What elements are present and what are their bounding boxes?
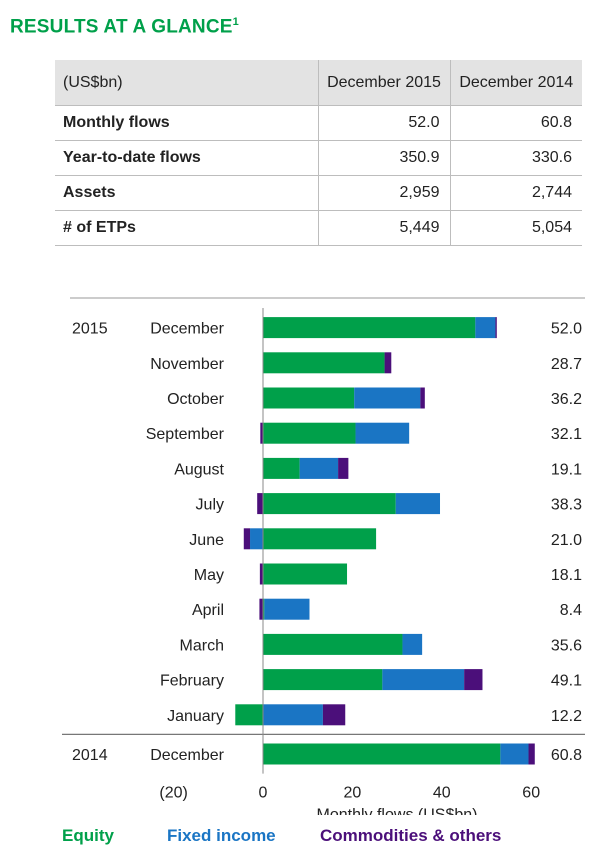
bar-segment-commodities bbox=[260, 422, 263, 444]
table-row: Assets 2,959 2,744 bbox=[55, 175, 582, 211]
x-tick-label: 20 bbox=[344, 785, 362, 802]
month-label: December bbox=[150, 321, 224, 338]
month-label: January bbox=[167, 708, 224, 725]
x-tick-label: 0 bbox=[259, 785, 268, 802]
bar-segment-equity bbox=[263, 669, 383, 691]
bar-segment-equity bbox=[263, 493, 396, 515]
bar-segment-commodities bbox=[495, 317, 497, 339]
bar-segment-equity bbox=[263, 563, 348, 585]
unit-header: (US$bn) bbox=[55, 60, 318, 106]
table-row: Monthly flows 52.0 60.8 bbox=[55, 105, 582, 141]
total-label: 18.1 bbox=[551, 567, 582, 584]
cell-2015: 2,959 bbox=[317, 175, 450, 211]
bar-segment-fixed-income bbox=[395, 493, 441, 515]
bar-segment-commodities bbox=[420, 387, 425, 409]
total-label: 52.0 bbox=[551, 321, 582, 338]
x-tick-label: 60 bbox=[522, 785, 540, 802]
row-label: # of ETPs bbox=[55, 210, 318, 246]
legend-equity: Equity bbox=[62, 826, 114, 845]
bar-segment-commodities bbox=[257, 493, 263, 515]
month-label: June bbox=[189, 532, 224, 549]
month-label: November bbox=[150, 356, 224, 373]
cell-2015: 5,449 bbox=[317, 210, 450, 246]
bar-segment-fixed-income bbox=[355, 422, 410, 444]
table-header-row: (US$bn) December 2015 December 2014 bbox=[55, 60, 582, 106]
col-header-2014: December 2014 bbox=[449, 60, 582, 106]
month-label: September bbox=[146, 426, 225, 443]
legend-commodities: Commodities & others bbox=[320, 826, 502, 845]
bar-segment-commodities bbox=[243, 528, 251, 550]
bar-segment-equity bbox=[263, 633, 403, 655]
year-label: 2015 bbox=[72, 321, 108, 338]
col-header-2015: December 2015 bbox=[317, 60, 450, 106]
legend-fixed-income: Fixed income bbox=[167, 826, 276, 845]
cell-2014: 2,744 bbox=[449, 175, 582, 211]
cell-2014: 60.8 bbox=[449, 105, 582, 141]
bar-segment-fixed-income bbox=[475, 317, 496, 339]
monthly-flows-chart: 2015 December 52.0 November 28.7 October 36.2 S… bbox=[62, 297, 585, 815]
cell-2015: 350.9 bbox=[317, 140, 450, 176]
bar-segment-equity bbox=[263, 528, 377, 550]
cell-2014: 330.6 bbox=[449, 140, 582, 176]
x-tick-label: (20) bbox=[159, 785, 187, 802]
page-title: RESULTS AT A GLANCE1 bbox=[10, 16, 239, 38]
bar-segment-equity bbox=[263, 598, 265, 620]
total-label: 19.1 bbox=[551, 461, 582, 478]
total-label: 21.0 bbox=[551, 532, 582, 549]
bar-segment-equity bbox=[263, 743, 501, 765]
title-footnote-marker: 1 bbox=[232, 16, 239, 28]
bar-segment-fixed-income bbox=[299, 457, 339, 479]
bar-segment-equity bbox=[263, 457, 300, 479]
month-label: April bbox=[192, 602, 224, 619]
total-label: 35.6 bbox=[551, 637, 582, 654]
title-text: RESULTS AT A GLANCE bbox=[10, 16, 233, 38]
bar-segment-equity bbox=[235, 704, 263, 726]
month-label: March bbox=[180, 637, 224, 654]
total-label: 60.8 bbox=[551, 747, 582, 764]
total-label: 12.2 bbox=[551, 708, 582, 725]
results-table: (US$bn) December 2015 December 2014 Mont… bbox=[55, 60, 582, 246]
month-label: August bbox=[174, 461, 224, 478]
bar-segment-commodities bbox=[259, 598, 263, 620]
bar-segment-equity bbox=[263, 317, 476, 339]
row-label: Year-to-date flows bbox=[55, 140, 318, 176]
x-axis-label: Monthly flows (US$bn) bbox=[317, 807, 478, 815]
month-label: October bbox=[167, 391, 225, 408]
total-label: 8.4 bbox=[560, 602, 582, 619]
table-row: # of ETPs 5,449 5,054 bbox=[55, 210, 582, 246]
bar-segment-fixed-income bbox=[263, 704, 323, 726]
bar-segment-commodities bbox=[338, 457, 349, 479]
row-label: Monthly flows bbox=[55, 105, 318, 141]
total-label: 28.7 bbox=[551, 356, 582, 373]
total-label: 36.2 bbox=[551, 391, 582, 408]
total-label: 49.1 bbox=[551, 673, 582, 690]
row-label: Assets bbox=[55, 175, 318, 211]
bar-segment-fixed-income bbox=[264, 598, 310, 620]
bar-segment-fixed-income bbox=[402, 633, 423, 655]
bar-segment-fixed-income bbox=[250, 528, 263, 550]
bar-segment-commodities bbox=[384, 352, 392, 374]
month-label: February bbox=[160, 673, 224, 690]
month-label: July bbox=[196, 497, 224, 514]
bar-segment-equity bbox=[263, 387, 355, 409]
bar-segment-commodities bbox=[259, 563, 263, 585]
bar-segment-fixed-income bbox=[382, 669, 465, 691]
x-tick-label: 40 bbox=[433, 785, 451, 802]
total-label: 38.3 bbox=[551, 497, 582, 514]
bar-segment-commodities bbox=[528, 743, 535, 765]
bar-segment-fixed-income bbox=[354, 387, 421, 409]
bar-segment-fixed-income bbox=[500, 743, 529, 765]
bar-segment-commodities bbox=[464, 669, 483, 691]
bar-segment-equity bbox=[263, 352, 385, 374]
total-label: 32.1 bbox=[551, 426, 582, 443]
table-row: Year-to-date flows 350.9 330.6 bbox=[55, 140, 582, 176]
year-label: 2014 bbox=[72, 747, 108, 764]
bar-segment-commodities bbox=[322, 704, 346, 726]
cell-2014: 5,054 bbox=[449, 210, 582, 246]
bar-segment-equity bbox=[263, 422, 356, 444]
cell-2015: 52.0 bbox=[317, 105, 450, 141]
month-label: December bbox=[150, 747, 224, 764]
month-label: May bbox=[194, 567, 224, 584]
